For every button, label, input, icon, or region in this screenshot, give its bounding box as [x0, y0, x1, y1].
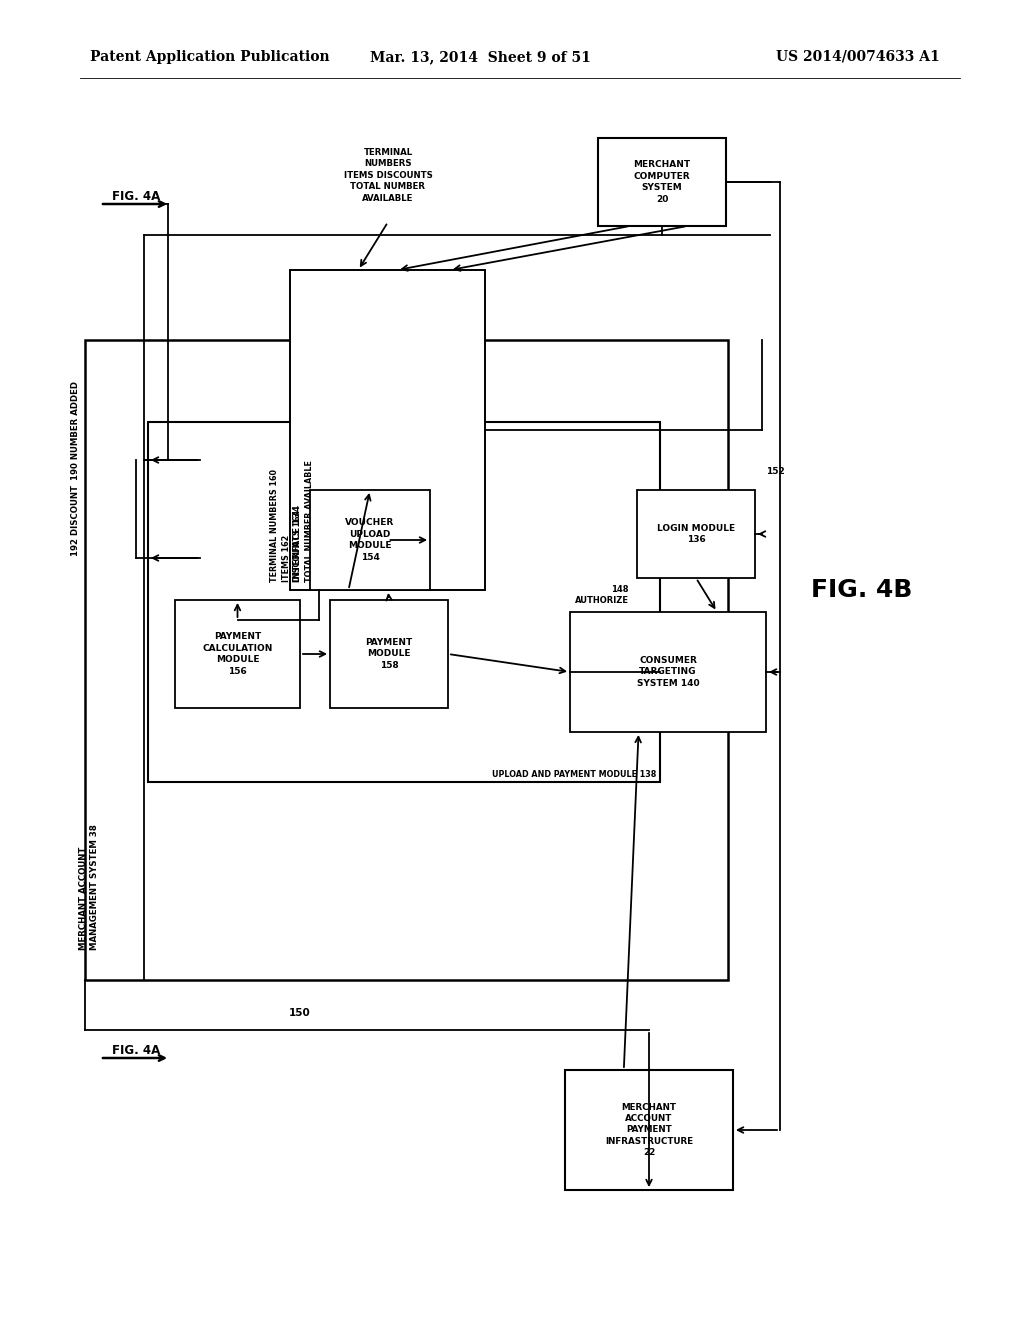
Text: MERCHANT ACCOUNT
MANAGEMENT SYSTEM 38: MERCHANT ACCOUNT MANAGEMENT SYSTEM 38: [79, 824, 99, 950]
Text: 152: 152: [766, 467, 784, 477]
Text: PAYMENT
MODULE
158: PAYMENT MODULE 158: [366, 638, 413, 671]
Text: MERCHANT
COMPUTER
SYSTEM
20: MERCHANT COMPUTER SYSTEM 20: [634, 160, 690, 203]
Text: 190 NUMBER ADDED: 190 NUMBER ADDED: [71, 380, 80, 479]
Bar: [598, 139, 726, 226]
Text: 150: 150: [289, 1008, 311, 1018]
Text: Mar. 13, 2014  Sheet 9 of 51: Mar. 13, 2014 Sheet 9 of 51: [370, 50, 591, 63]
Bar: [310, 490, 430, 590]
Text: PAYMENT
194: PAYMENT 194: [359, 540, 380, 582]
Text: MERCHANT
ACCOUNT ID
142 AND
PASSWORD
144: MERCHANT ACCOUNT ID 142 AND PASSWORD 144: [366, 525, 420, 582]
Text: TERMINAL NUMBERS 160
ITEMS 162
DISCOUNTS 164
TOTAL NUMBER AVAILABLE
166: TERMINAL NUMBERS 160 ITEMS 162 DISCOUNTS…: [270, 461, 325, 582]
Text: CONSUMER
TARGETING
SYSTEM 140: CONSUMER TARGETING SYSTEM 140: [637, 656, 699, 688]
Text: PAYMENT
CALCULATION
MODULE
156: PAYMENT CALCULATION MODULE 156: [203, 632, 272, 676]
Bar: [290, 271, 485, 590]
Text: 148
AUTHORIZE: 148 AUTHORIZE: [575, 585, 629, 606]
Bar: [175, 601, 300, 708]
Text: FIG. 4B: FIG. 4B: [811, 578, 912, 602]
Bar: [570, 612, 766, 733]
Text: 192 DISCOUNT: 192 DISCOUNT: [71, 484, 80, 556]
Text: LOGIN MODULE
136: LOGIN MODULE 136: [657, 524, 735, 544]
Text: VOUCHER
UPLOAD
MODULE
154: VOUCHER UPLOAD MODULE 154: [345, 519, 394, 562]
Text: Patent Application Publication: Patent Application Publication: [90, 50, 330, 63]
Bar: [148, 422, 660, 781]
Text: US 2014/0074633 A1: US 2014/0074633 A1: [776, 50, 940, 63]
Text: TERMINAL
NUMBERS
ITEMS DISCOUNTS
TOTAL NUMBER
AVAILABLE: TERMINAL NUMBERS ITEMS DISCOUNTS TOTAL N…: [344, 148, 432, 203]
Text: MERCHANT
ACCOUNT
PAYMENT
INFRASTRUCTURE
22: MERCHANT ACCOUNT PAYMENT INFRASTRUCTURE …: [605, 1102, 693, 1158]
Text: INTERFACE 134: INTERFACE 134: [293, 504, 302, 582]
Text: FIG. 4A: FIG. 4A: [112, 190, 160, 202]
Text: FIG. 4A: FIG. 4A: [112, 1044, 160, 1056]
Bar: [565, 1071, 733, 1191]
Text: UPLOAD AND PAYMENT MODULE 138: UPLOAD AND PAYMENT MODULE 138: [492, 770, 656, 779]
Bar: [637, 490, 755, 578]
Bar: [85, 341, 728, 979]
Bar: [330, 601, 449, 708]
